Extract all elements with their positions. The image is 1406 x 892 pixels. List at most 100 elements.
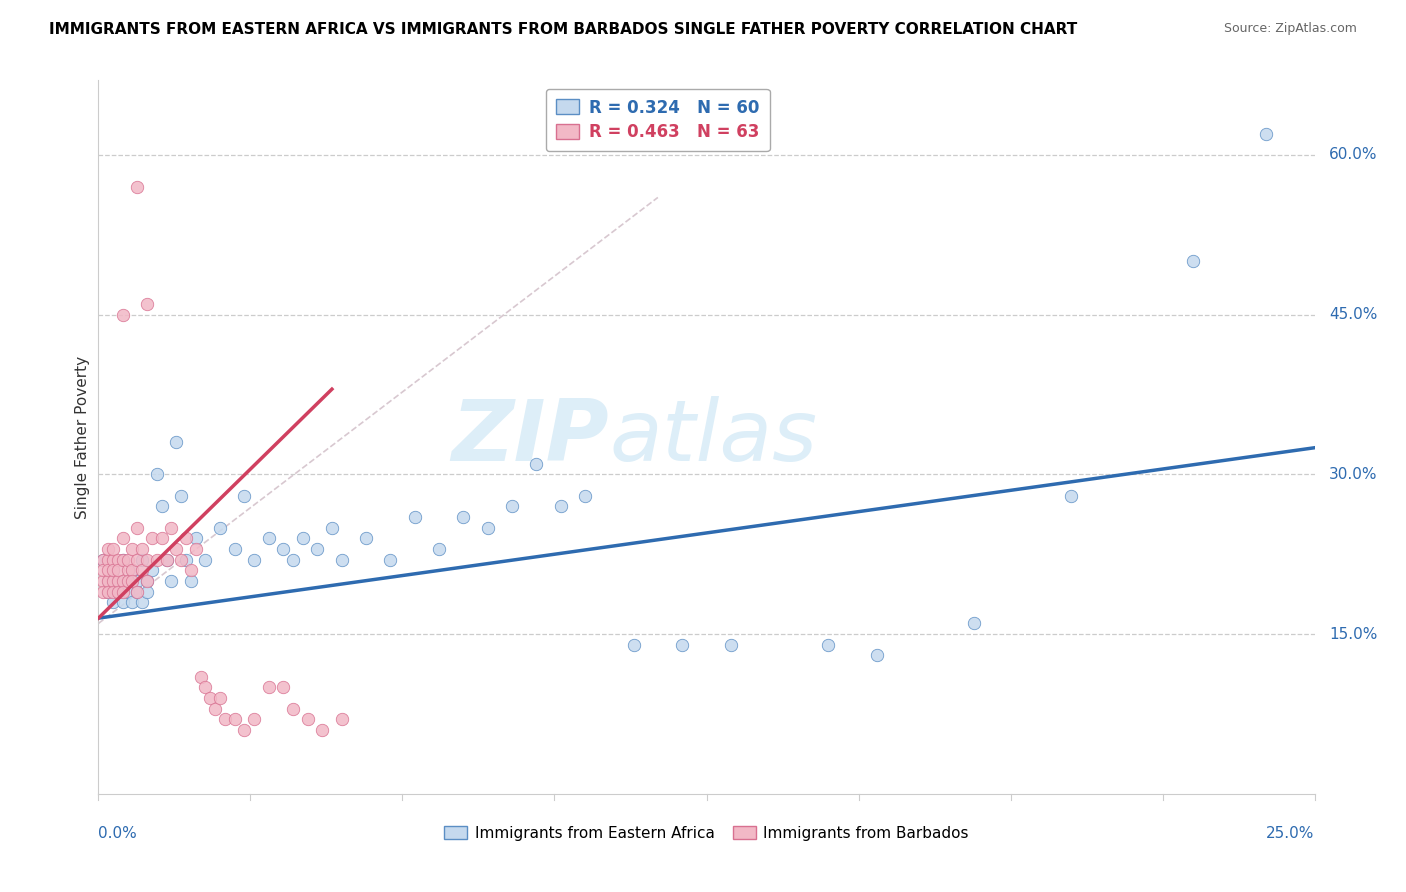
Point (127, 552, 149, 566)
Text: 60.0%: 60.0% (1329, 147, 1378, 162)
Point (194, 681, 217, 695)
Point (257, 681, 280, 695)
Point (243, 712, 266, 726)
Point (127, 179, 149, 194)
Point (170, 552, 193, 566)
Point (174, 531, 197, 545)
Point (91, 552, 114, 566)
Point (101, 595, 124, 609)
Point (209, 691, 232, 706)
Point (297, 712, 319, 726)
Point (150, 500, 173, 514)
Point (97, 541, 120, 556)
Point (101, 541, 124, 556)
Point (233, 723, 256, 737)
Point (117, 552, 139, 566)
Point (190, 670, 212, 684)
Point (623, 638, 645, 652)
Point (97, 584, 120, 599)
Point (111, 574, 134, 588)
Point (146, 552, 169, 566)
Point (97, 574, 120, 588)
Point (963, 616, 986, 631)
Point (180, 563, 202, 577)
Point (224, 712, 246, 726)
Point (271, 541, 294, 556)
Point (91, 552, 114, 566)
Point (107, 574, 129, 588)
Point (111, 595, 134, 609)
Point (97, 574, 120, 588)
Point (321, 520, 343, 534)
Point (131, 541, 153, 556)
Text: Source: ZipAtlas.com: Source: ZipAtlas.com (1223, 22, 1357, 36)
Point (233, 489, 256, 503)
Text: 25.0%: 25.0% (1267, 826, 1315, 841)
Point (136, 584, 159, 599)
Point (200, 691, 222, 706)
Point (136, 297, 159, 311)
Point (243, 552, 266, 566)
Point (136, 574, 159, 588)
Point (91, 584, 114, 599)
Point (165, 541, 187, 556)
Point (101, 563, 124, 577)
Point (165, 435, 187, 450)
Point (155, 552, 177, 566)
Point (121, 595, 143, 609)
Point (101, 584, 124, 599)
Point (174, 552, 197, 566)
Point (141, 531, 163, 545)
Point (209, 520, 232, 534)
Point (330, 712, 353, 726)
Point (501, 500, 523, 514)
Point (101, 552, 124, 566)
Point (121, 563, 143, 577)
Y-axis label: Single Father Poverty: Single Father Poverty (75, 356, 90, 518)
Point (111, 552, 134, 566)
Point (111, 531, 134, 545)
Point (155, 552, 177, 566)
Point (224, 541, 246, 556)
Point (1060, 489, 1083, 503)
Point (136, 552, 159, 566)
Point (184, 541, 207, 556)
Point (117, 574, 139, 588)
Text: 0.0%: 0.0% (98, 826, 138, 841)
Point (720, 638, 742, 652)
Point (131, 552, 153, 566)
Point (404, 510, 426, 524)
Point (257, 531, 280, 545)
Point (107, 563, 129, 577)
Point (91, 563, 114, 577)
Point (214, 712, 236, 726)
Point (136, 574, 159, 588)
Point (121, 541, 143, 556)
Point (111, 308, 134, 322)
Point (97, 552, 120, 566)
Text: atlas: atlas (609, 395, 817, 479)
Point (107, 584, 129, 599)
Point (866, 648, 889, 663)
Point (127, 584, 149, 599)
Legend: Immigrants from Eastern Africa, Immigrants from Barbados: Immigrants from Eastern Africa, Immigran… (439, 820, 974, 847)
Point (101, 563, 124, 577)
Point (354, 531, 377, 545)
Point (121, 563, 143, 577)
Point (127, 574, 149, 588)
Point (817, 638, 839, 652)
Point (574, 489, 596, 503)
Point (524, 457, 547, 471)
Point (453, 510, 475, 524)
Point (281, 552, 304, 566)
Point (204, 701, 226, 715)
Point (170, 489, 193, 503)
Point (1182, 254, 1205, 268)
Point (146, 467, 169, 482)
Point (101, 574, 124, 588)
Point (141, 563, 163, 577)
Point (427, 541, 450, 556)
Point (281, 701, 304, 715)
Point (307, 541, 329, 556)
Point (291, 531, 314, 545)
